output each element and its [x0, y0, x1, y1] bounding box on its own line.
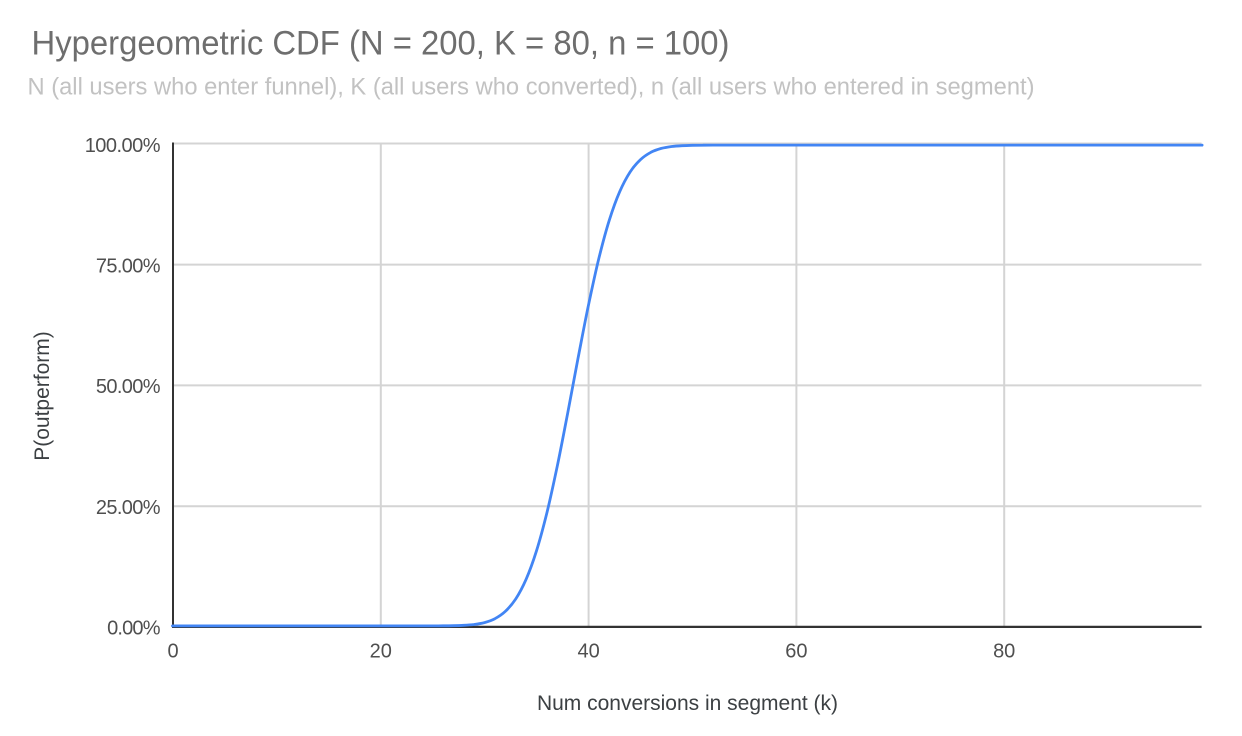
- svg-text:20: 20: [370, 641, 392, 663]
- svg-text:100.00%: 100.00%: [85, 135, 161, 157]
- svg-text:40: 40: [577, 641, 599, 663]
- svg-text:Hypergeometric CDF (N = 200, K: Hypergeometric CDF (N = 200, K = 80, n =…: [32, 25, 730, 63]
- svg-text:N (all users who enter funnel): N (all users who enter funnel), K (all u…: [28, 73, 1035, 100]
- svg-text:60: 60: [785, 641, 807, 663]
- svg-text:0: 0: [167, 641, 178, 663]
- svg-text:0.00%: 0.00%: [107, 618, 161, 640]
- svg-text:P(outperform): P(outperform): [31, 331, 54, 461]
- svg-text:50.00%: 50.00%: [96, 376, 161, 398]
- svg-text:Num conversions in segment (k): Num conversions in segment (k): [537, 692, 838, 715]
- svg-text:25.00%: 25.00%: [96, 497, 161, 519]
- svg-text:80: 80: [993, 641, 1015, 663]
- svg-text:75.00%: 75.00%: [96, 256, 161, 278]
